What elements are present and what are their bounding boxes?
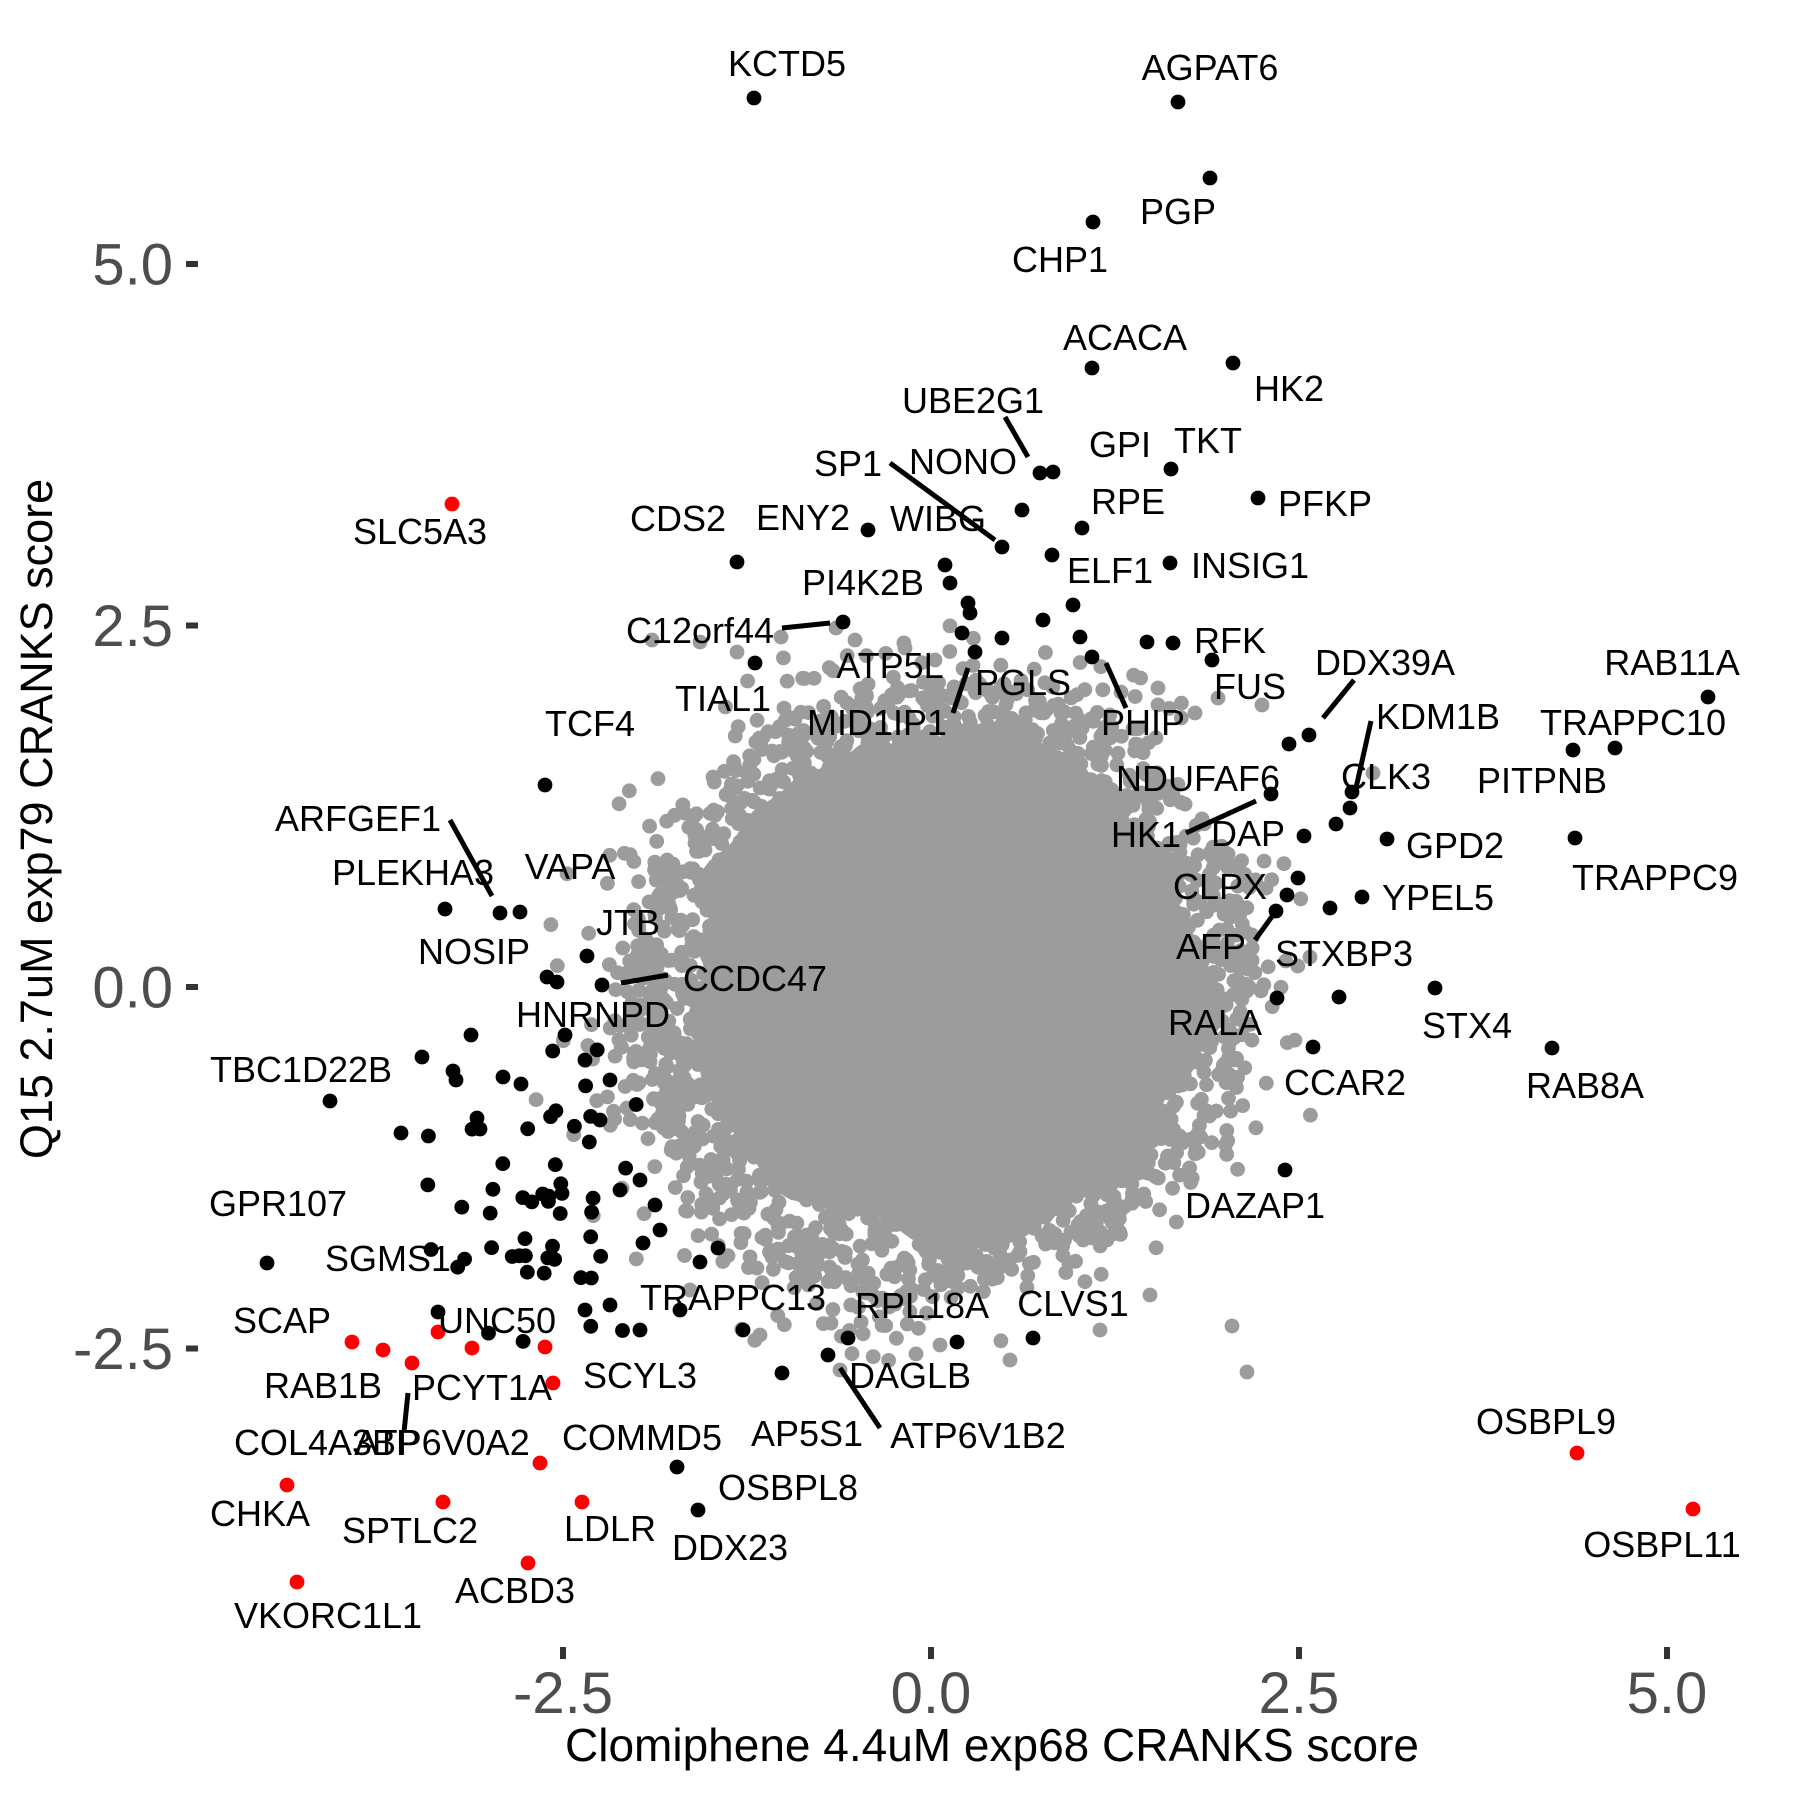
svg-text:OSBPL11: OSBPL11 <box>1583 1524 1740 1565</box>
svg-text:-2.5: -2.5 <box>73 1317 173 1382</box>
svg-text:DDX23: DDX23 <box>672 1527 788 1568</box>
svg-text:TBC1D22B: TBC1D22B <box>210 1049 392 1090</box>
svg-text:C12orf44: C12orf44 <box>626 610 774 651</box>
svg-text:TKT: TKT <box>1174 420 1242 461</box>
svg-text:AFP: AFP <box>1176 926 1246 967</box>
svg-text:ATP5L: ATP5L <box>836 645 943 686</box>
svg-text:HNRNPD: HNRNPD <box>516 994 670 1035</box>
svg-text:TIAL1: TIAL1 <box>675 678 771 719</box>
svg-text:ELF1: ELF1 <box>1067 550 1153 591</box>
svg-text:TRAPPC10: TRAPPC10 <box>1540 702 1726 743</box>
svg-text:VKORC1L1: VKORC1L1 <box>234 1595 422 1636</box>
svg-text:PCYT1A: PCYT1A <box>412 1367 552 1408</box>
svg-text:5.0: 5.0 <box>1627 1661 1708 1726</box>
svg-text:NDUFAF6: NDUFAF6 <box>1116 758 1280 799</box>
svg-text:UBE2G1: UBE2G1 <box>902 380 1044 421</box>
svg-text:TRAPPC9: TRAPPC9 <box>1572 857 1738 898</box>
svg-text:CCDC47: CCDC47 <box>683 958 827 999</box>
svg-text:RPL18A: RPL18A <box>855 1285 989 1326</box>
svg-text:FUS: FUS <box>1214 666 1286 707</box>
svg-text:CLPX: CLPX <box>1173 866 1267 907</box>
svg-text:JTB: JTB <box>596 902 660 943</box>
svg-text:KCTD5: KCTD5 <box>728 43 846 84</box>
svg-text:DAP: DAP <box>1211 813 1285 854</box>
svg-text:ACACA: ACACA <box>1063 317 1187 358</box>
svg-text:PGP: PGP <box>1140 191 1216 232</box>
svg-text:RAB11A: RAB11A <box>1604 642 1739 683</box>
svg-text:0.0: 0.0 <box>891 1661 972 1726</box>
svg-text:5.0: 5.0 <box>92 233 173 298</box>
svg-text:OSBPL9: OSBPL9 <box>1476 1401 1616 1442</box>
svg-text:KDM1B: KDM1B <box>1376 696 1500 737</box>
svg-text:TCF4: TCF4 <box>545 703 635 744</box>
svg-text:SP1: SP1 <box>814 443 882 484</box>
svg-text:PFKP: PFKP <box>1278 483 1372 524</box>
svg-text:CLK3: CLK3 <box>1341 756 1431 797</box>
svg-text:CHP1: CHP1 <box>1012 239 1108 280</box>
svg-text:STXBP3: STXBP3 <box>1275 933 1413 974</box>
svg-text:RFK: RFK <box>1194 620 1266 661</box>
svg-text:PGLS: PGLS <box>975 662 1071 703</box>
svg-text:PLEKHA3: PLEKHA3 <box>332 852 494 893</box>
svg-text:INSIG1: INSIG1 <box>1191 545 1309 586</box>
svg-text:OSBPL8: OSBPL8 <box>718 1467 858 1508</box>
svg-text:RALA: RALA <box>1168 1002 1262 1043</box>
svg-text:CCAR2: CCAR2 <box>1284 1062 1406 1103</box>
svg-text:ARFGEF1: ARFGEF1 <box>275 798 441 839</box>
svg-text:STX4: STX4 <box>1422 1005 1512 1046</box>
svg-text:VAPA: VAPA <box>525 846 616 887</box>
svg-text:COL4A3BP: COL4A3BP <box>234 1422 420 1463</box>
svg-text:-2.5: -2.5 <box>513 1661 613 1726</box>
svg-text:GPI: GPI <box>1089 424 1151 465</box>
svg-text:RAB1B: RAB1B <box>264 1365 382 1406</box>
svg-text:CDS2: CDS2 <box>630 498 726 539</box>
svg-text:LDLR: LDLR <box>564 1508 656 1549</box>
svg-text:2.5: 2.5 <box>1259 1661 1340 1726</box>
svg-text:ATP6V0A2: ATP6V0A2 <box>354 1422 529 1463</box>
svg-text:WIBG: WIBG <box>890 498 986 539</box>
svg-text:SLC5A3: SLC5A3 <box>353 511 487 552</box>
svg-text:NONO: NONO <box>909 441 1017 482</box>
svg-text:Q15 2.7uM exp79 CRANKS score: Q15 2.7uM exp79 CRANKS score <box>11 479 62 1159</box>
svg-text:PHIP: PHIP <box>1101 702 1185 743</box>
svg-text:ACBD3: ACBD3 <box>455 1570 575 1611</box>
svg-text:ATP6V1B2: ATP6V1B2 <box>890 1415 1065 1456</box>
svg-text:CHKA: CHKA <box>210 1493 310 1534</box>
svg-text:COMMD5: COMMD5 <box>562 1417 722 1458</box>
svg-text:SPTLC2: SPTLC2 <box>342 1510 478 1551</box>
svg-text:HK2: HK2 <box>1254 368 1324 409</box>
svg-text:2.5: 2.5 <box>92 594 173 659</box>
svg-text:PITPNB: PITPNB <box>1477 760 1607 801</box>
svg-text:0.0: 0.0 <box>92 956 173 1021</box>
svg-text:DDX39A: DDX39A <box>1315 642 1455 683</box>
svg-text:SCYL3: SCYL3 <box>583 1355 697 1396</box>
svg-text:GPR107: GPR107 <box>209 1183 347 1224</box>
svg-text:CLVS1: CLVS1 <box>1017 1283 1128 1324</box>
svg-text:HK1: HK1 <box>1111 814 1181 855</box>
svg-text:SCAP: SCAP <box>233 1300 331 1341</box>
svg-text:MID1IP1: MID1IP1 <box>807 702 947 743</box>
svg-text:DAGLB: DAGLB <box>849 1355 971 1396</box>
svg-text:AGPAT6: AGPAT6 <box>1142 47 1279 88</box>
svg-text:UNC50: UNC50 <box>438 1300 556 1341</box>
svg-text:SGMS1: SGMS1 <box>325 1238 451 1279</box>
svg-text:GPD2: GPD2 <box>1406 825 1504 866</box>
svg-text:YPEL5: YPEL5 <box>1382 877 1494 918</box>
svg-text:DAZAP1: DAZAP1 <box>1185 1185 1325 1226</box>
svg-text:RAB8A: RAB8A <box>1526 1065 1644 1106</box>
svg-text:PI4K2B: PI4K2B <box>802 562 924 603</box>
svg-text:Clomiphene 4.4uM exp68 CRANKS: Clomiphene 4.4uM exp68 CRANKS score <box>565 1719 1419 1771</box>
svg-text:NOSIP: NOSIP <box>418 931 530 972</box>
svg-text:RPE: RPE <box>1091 481 1165 522</box>
svg-text:TRAPPC13: TRAPPC13 <box>640 1277 826 1318</box>
svg-text:AP5S1: AP5S1 <box>751 1413 863 1454</box>
svg-text:ENY2: ENY2 <box>756 497 850 538</box>
